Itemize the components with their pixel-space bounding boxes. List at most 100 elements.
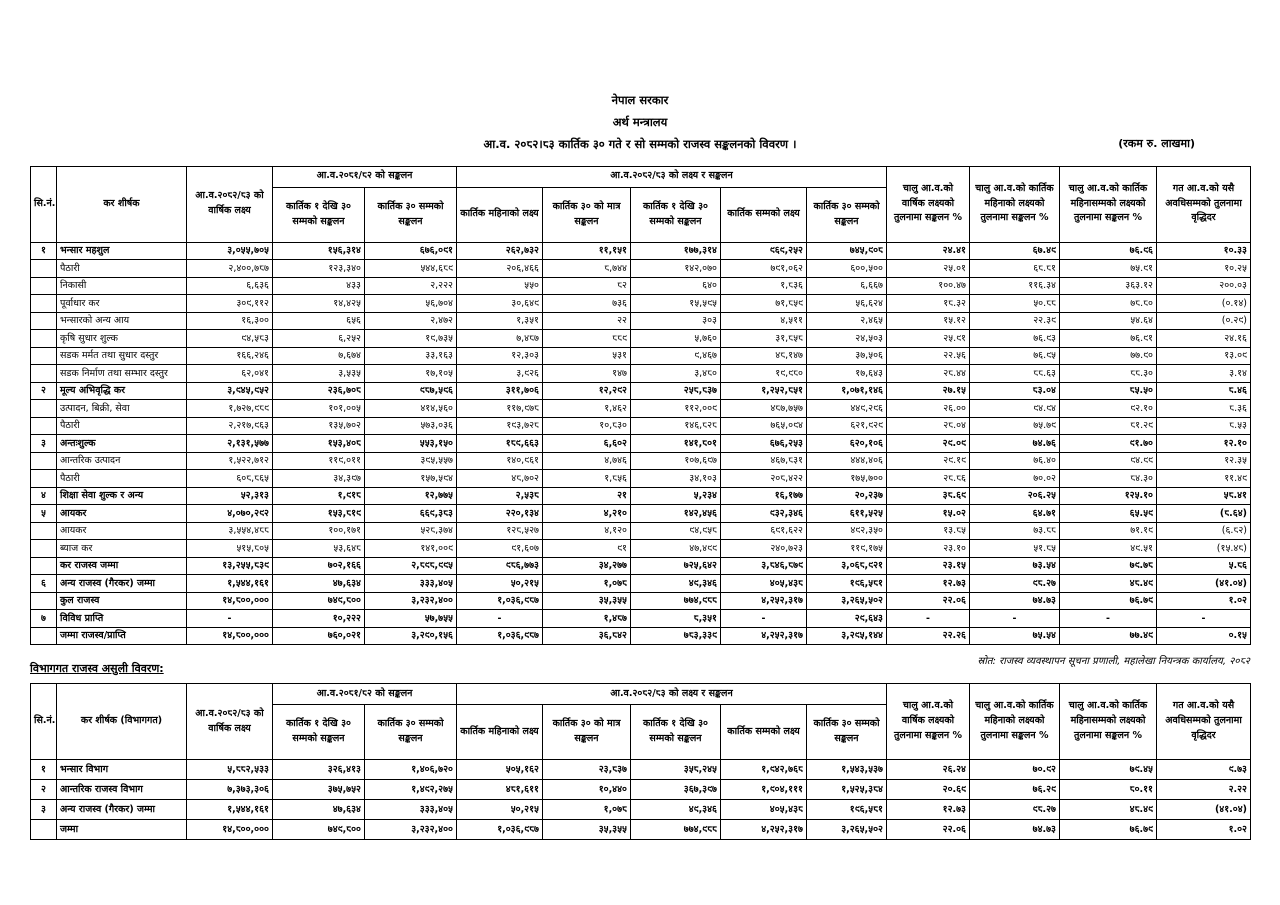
cell-value: १३,२५५,८३९: [186, 556, 273, 576]
cell-value: १४,८००,०००: [186, 591, 273, 611]
cell-value: ५४४,६८९: [364, 259, 457, 278]
cell-value: ९१.७०: [1059, 434, 1157, 453]
cell-value: १२.७३: [886, 799, 970, 821]
cell-value: ९४.९४: [969, 399, 1060, 418]
cell-value: ७०२,१६६: [272, 556, 365, 576]
cell-value: १४०,९६१: [456, 451, 543, 471]
cell-value: ३०३: [630, 311, 721, 331]
cell-value: ९८७,५९६: [364, 381, 457, 401]
cell-value: ८३.०४: [969, 381, 1060, 401]
document-header: नेपाल सरकार अर्थ मन्त्रालय आ.व. २०८२।८३ …: [0, 0, 1280, 156]
cell-value: २९.१९: [886, 451, 970, 471]
cell-value: १९,७३५: [364, 329, 457, 348]
cell-value: ४,२५२,३१७: [720, 626, 807, 646]
col-header-cur-month-target: कार्तिक महिनाको लक्ष्य: [456, 186, 543, 243]
cell-value: ७७४,९८८: [630, 591, 721, 611]
cell-value: ४,२५२,३१७: [720, 591, 807, 611]
table-row: उत्पादन, बिक्री, सेवा १,७२७,९८९ १०१,००५ ४१४…: [30, 399, 1251, 418]
cell-value: ३८.६९: [886, 486, 970, 506]
table-row: कर राजस्व जम्मा १३,२५५,८३९ ७०२,१६६ २,८९८,९९…: [30, 556, 1251, 576]
cell-value: १५,५९५: [630, 294, 721, 313]
cell-value: २,८९८,९९५: [364, 556, 457, 576]
cell-value: ७२५,६४२: [630, 556, 721, 576]
cell-tax-heading: कृषि सुधार शुल्क: [56, 329, 187, 348]
cell-value: ५,७६०: [630, 329, 721, 348]
cell-value: १०.२५: [1156, 259, 1251, 278]
cell-value: १,५४४,१६१: [186, 799, 273, 821]
col-header-pct-month: चालु आ.व.को कार्तिक महिनाको लक्ष्यको तुल…: [969, 165, 1060, 243]
cell-value: ५८.४१: [1156, 486, 1251, 506]
cell-value: ३५८,२४५: [630, 759, 721, 781]
cell-value: ४७,६३४: [272, 574, 365, 593]
col-header-prev-k30: कार्तिक ३० सम्मको सङ्कलन: [364, 186, 457, 243]
col-header-cur-cum-target: कार्तिक सम्मको लक्ष्य: [720, 186, 807, 243]
table-row: ब्याज कर ५१५,८०५ ५३,६४८ १४१,००९ ९१,६०७ ९१ ४७,४…: [30, 539, 1251, 558]
cell-value: ३६,८४२: [542, 626, 631, 646]
cell-value: ६,६३६: [186, 276, 273, 296]
cell-value: २२०,१३४: [456, 504, 543, 523]
cell-value: ११,१५१: [542, 241, 631, 261]
cell-value: १,९१८: [272, 486, 365, 506]
cell-tax-heading: भन्सार विभाग: [56, 759, 187, 781]
cell-value: ५०५,१६२: [456, 759, 543, 781]
cell-value: २,२१७,९६३: [186, 416, 273, 436]
cell-value: १०,२२२: [272, 609, 365, 628]
cell-tax-heading: भन्सार महशुल: [56, 241, 187, 261]
table-row: भन्सारको अन्य आय १६,३०० ६५६ २,४७२ १,३५१ २२ ३०३…: [30, 311, 1251, 331]
cell-value: ६७६,२५३: [720, 434, 807, 453]
cell-value: १,४८७: [542, 609, 631, 628]
cell-value: १५.१२: [886, 311, 970, 331]
cell-value: २,४६५: [806, 311, 887, 331]
cell-value: ७६०,०२१: [272, 626, 365, 646]
col-header-pct-month: चालु आ.व.को कार्तिक महिनाको लक्ष्यको तुल…: [969, 683, 1060, 761]
cell-value: १,५४३,५३७: [806, 759, 887, 781]
col-header-sn: सि.नं.: [30, 683, 57, 761]
cell-value: ८८.६३: [969, 364, 1060, 383]
cell-tax-heading: आयकर: [56, 521, 187, 541]
cell-value: ११२,००९: [630, 399, 721, 418]
cell-value: १०,४४०: [542, 779, 631, 801]
cell-value: ८८९: [542, 329, 631, 348]
cell-value: ७६.७९: [1059, 819, 1157, 841]
cell-value: ३,०५५,७०५: [186, 241, 273, 261]
cell-value: २२: [542, 311, 631, 331]
cell-value: (१५.४८): [1156, 539, 1251, 558]
cell-value: ५,८८२,५३३: [186, 759, 273, 781]
cell-value: ३,२३२,४००: [364, 591, 457, 611]
cell-value: ६२०,१०६: [806, 434, 887, 453]
cell-value: १४२,४५६: [630, 504, 721, 523]
cell-value: २१: [542, 486, 631, 506]
cell-serial-number: ३: [30, 799, 57, 821]
cell-value: १२५.१०: [1059, 486, 1157, 506]
amount-unit-note: (रकम रु. लाखमा): [1118, 136, 1195, 150]
cell-value: १९,९८०: [720, 364, 807, 383]
cell-value: १४२,०७०: [630, 259, 721, 278]
cell-value: ३३,१६३: [364, 346, 457, 366]
cell-value: ८२: [542, 276, 631, 296]
cell-value: २,१३१,५७७: [186, 434, 273, 453]
cell-value: १२,३०३: [456, 346, 543, 366]
cell-value: ६७६,०९१: [364, 241, 457, 261]
col-header-pct-cumulative: चालु आ.व.को कार्तिक महिनासम्मको लक्ष्यको…: [1059, 683, 1157, 761]
cell-value: ६५६: [272, 311, 365, 331]
cell-value: ३५,३५५: [542, 819, 631, 841]
cell-value: ५६,६२४: [806, 294, 887, 313]
cell-value: १,०३६,९८७: [456, 591, 543, 611]
cell-value: १,५२५,३८४: [806, 779, 887, 801]
cell-tax-heading: पैठारी: [56, 259, 187, 278]
cell-value: ३,५५४,४८८: [186, 521, 273, 541]
cell-value: (८.६४): [1156, 504, 1251, 523]
cell-value: ७४५,९०८: [806, 241, 887, 261]
cell-value: ६४.७१: [969, 504, 1060, 523]
col-group-prev-fy: आ.व.२०८१/८२ को सङ्कलन: [272, 165, 457, 188]
department-section-title: विभागगत राजस्व असुली विवरण:: [30, 662, 164, 676]
cell-value: ७,४८७: [456, 329, 543, 348]
cell-tax-heading: कर राजस्व जम्मा: [56, 556, 187, 576]
cell-value: ३,९२६: [456, 364, 543, 383]
cell-value: १९६,५८१: [806, 799, 887, 821]
cell-value: ९२.१०: [1059, 399, 1157, 418]
cell-value: ७७४,९८८: [630, 819, 721, 841]
cell-value: १४१,८०१: [630, 434, 721, 453]
cell-tax-heading: शिक्षा सेवा शुल्क र अन्य: [56, 486, 187, 506]
cell-value: १,९४२,७६८: [720, 759, 807, 781]
